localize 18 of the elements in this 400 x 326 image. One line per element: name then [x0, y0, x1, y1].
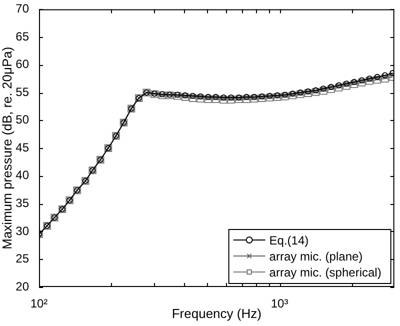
y-tick-label: 60	[16, 57, 30, 72]
y-tick-label: 50	[16, 112, 30, 127]
y-tick-label: 35	[16, 196, 30, 210]
x-tick-label: 10²	[30, 296, 48, 311]
x-tick-label: 10³	[270, 296, 288, 311]
y-axis-title: Maximum pressure (dB, re. 20μPa)	[0, 46, 14, 250]
legend-label: array mic. (spherical)	[269, 265, 382, 280]
y-tick-label: 20	[16, 279, 30, 294]
legend-label: array mic. (plane)	[269, 249, 363, 264]
y-tick-label: 70	[16, 2, 30, 16]
y-tick-label: 45	[16, 140, 30, 154]
y-tick-label: 30	[16, 224, 30, 238]
legend-label: Eq.(14)	[269, 233, 309, 248]
x-axis-title: Frequency (Hz)	[172, 306, 262, 321]
y-tick-label: 40	[16, 168, 30, 182]
y-tick-label: 25	[16, 252, 30, 266]
y-tick-label: 55	[16, 84, 30, 99]
y-tick-label: 65	[16, 29, 30, 44]
